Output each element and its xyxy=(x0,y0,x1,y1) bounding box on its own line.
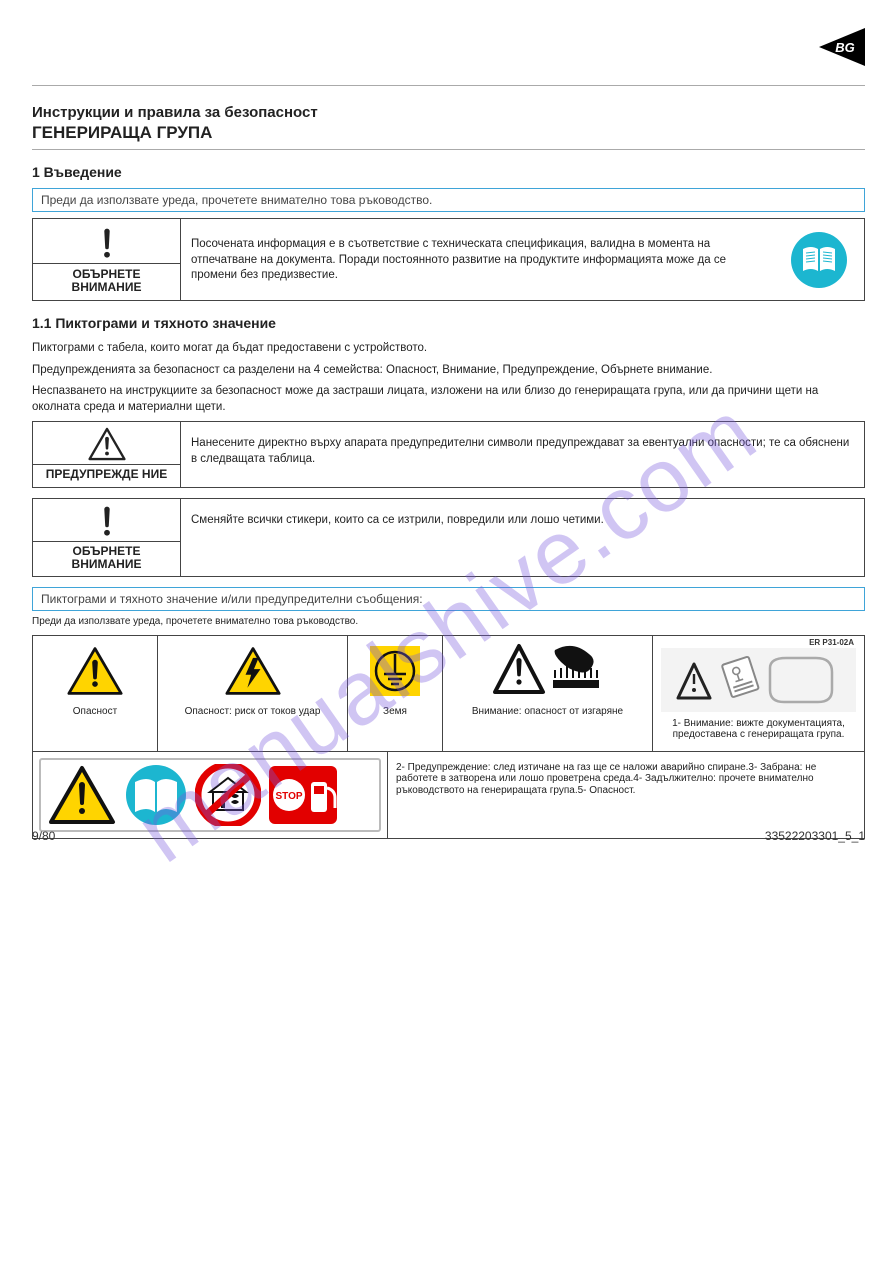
section-heading: 1 Въведение xyxy=(32,164,865,180)
note-icon xyxy=(33,219,180,263)
sig-cell-shock: Опасност: риск от токов удар xyxy=(158,636,348,751)
sig-label-burn: Внимание: опасност от изгаряне xyxy=(443,704,652,728)
sig-cell-combo-text: 2- Предупреждение: след изтичане на газ … xyxy=(388,752,864,838)
combo-no-indoor-icon xyxy=(195,764,261,826)
er-tag: ER P31-02A xyxy=(809,638,854,647)
pictogram-banner: Пиктограми и тяхното значение и/или пред… xyxy=(32,587,865,611)
pictogram-subnote: Преди да използвате уреда, прочетете вни… xyxy=(32,615,865,629)
note-box: ОБЪРНЕТЕ ВНИМАНИЕ Посочената информация … xyxy=(32,218,865,301)
burn-icon xyxy=(443,636,652,704)
sig-cell-combo: STOP xyxy=(33,752,388,838)
badge-text-svg: BG xyxy=(835,40,855,55)
intro-paragraph-1: Пиктограми с табела, които могат да бъда… xyxy=(32,341,865,357)
subtitle: Инструкции и правила за безопасност xyxy=(32,104,865,121)
sig-cell-docs: ER P31-02A xyxy=(653,636,864,751)
warning-label: ПРЕДУПРЕЖДЕ НИЕ xyxy=(33,464,180,486)
signage-table: Опасност Опасност: риск от токов удар xyxy=(32,635,865,752)
shock-icon xyxy=(158,636,347,704)
sig-label-combo: 2- Предупреждение: след изтичане на газ … xyxy=(394,758,858,801)
attention-box: ОБЪРНЕТЕ ВНИМАНИЕ Сменяйте всички стикер… xyxy=(32,498,865,577)
warning-box: ПРЕДУПРЕЖДЕ НИЕ Нанесените директно върх… xyxy=(32,421,865,487)
danger-triangle-icon xyxy=(33,636,157,704)
page: BG Инструкции и правила за безопасност Г… xyxy=(0,0,893,859)
sig-label-earth: Земя xyxy=(348,704,442,728)
sig-cell-danger: Опасност xyxy=(33,636,158,751)
attention-text: Сменяйте всички стикери, които са се изт… xyxy=(181,499,864,576)
sig-cell-burn: Внимание: опасност от изгаряне xyxy=(443,636,653,751)
sig-label-shock: Опасност: риск от токов удар xyxy=(158,704,347,728)
attention-icon xyxy=(33,499,180,541)
page-number: 9/80 xyxy=(32,829,55,843)
header: BG xyxy=(32,28,865,86)
intro-paragraph-2: Предупрежденията за безопасност са разде… xyxy=(32,363,865,379)
note-text: Посочената информация е в съответствие с… xyxy=(181,219,774,300)
combo-panel: STOP xyxy=(39,758,381,832)
combo-manual-icon xyxy=(123,764,189,826)
footer: 9/80 33522203301_5_1 xyxy=(32,829,865,843)
signage-row2: STOP 2- Предупреждение: след изтичане на… xyxy=(32,752,865,839)
language-badge: BG xyxy=(819,28,865,66)
doc-number: 33522203301_5_1 xyxy=(765,829,865,843)
sig-label-danger: Опасност xyxy=(33,704,157,728)
subsection-heading: 1.1 Пиктограми и тяхното значение xyxy=(32,315,865,331)
title-block: Инструкции и правила за безопасност ГЕНЕ… xyxy=(32,104,865,150)
intro-paragraph-3: Неспазването на инструкциите за безопасн… xyxy=(32,384,865,415)
note-label: ОБЪРНЕТЕ ВНИМАНИЕ xyxy=(33,263,180,300)
sig-label-docs: 1- Внимание: вижте документацията, предо… xyxy=(653,716,864,751)
combo-stop-fuel-icon: STOP xyxy=(267,764,339,826)
sig-cell-earth: Земя xyxy=(348,636,443,751)
attention-label: ОБЪРНЕТЕ ВНИМАНИЕ xyxy=(33,541,180,576)
docs-icon xyxy=(661,648,856,712)
manual-icon xyxy=(791,232,847,288)
warning-triangle-icon xyxy=(33,422,180,464)
read-manual-banner: Преди да използвате уреда, прочетете вни… xyxy=(32,188,865,212)
warning-text: Нанесените директно върху апарата предуп… xyxy=(181,422,864,486)
svg-text:STOP: STOP xyxy=(275,791,302,802)
title: ГЕНЕРИРАЩА ГРУПА xyxy=(32,123,865,143)
combo-danger-icon xyxy=(47,764,117,826)
earth-icon xyxy=(348,636,442,704)
